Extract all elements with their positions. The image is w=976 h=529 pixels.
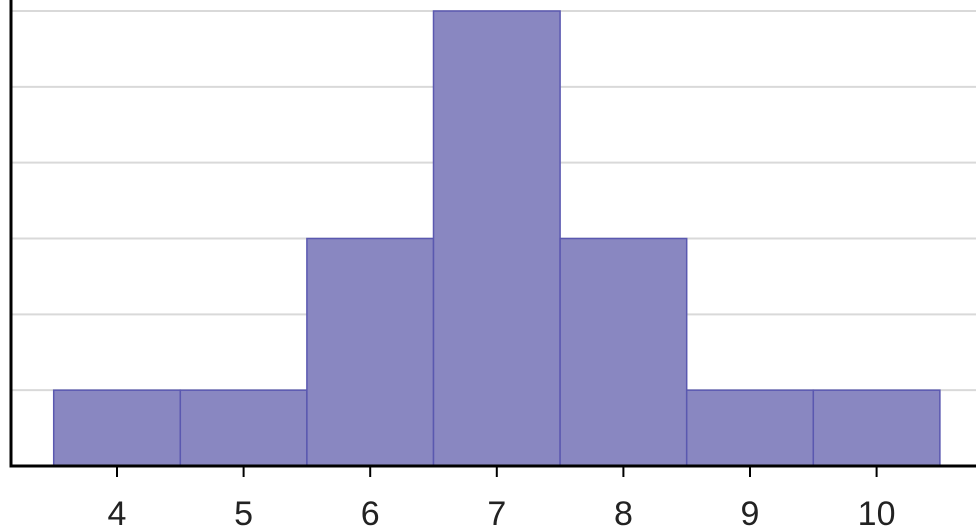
x-axis-ticks [116,466,878,477]
bar-10 [812,389,941,467]
bar-5 [179,389,308,467]
axes [9,0,976,468]
bar-9 [685,389,815,467]
bar-4 [52,389,182,467]
x-axis-tick-labels: 4 5 6 7 8 9 10 [108,495,896,529]
histogram-bars [52,10,941,467]
x-tick-label-8: 8 [614,495,633,529]
x-tick-label-4: 4 [108,495,127,529]
bar-7 [432,10,561,467]
x-tick-label-7: 7 [487,495,506,529]
x-tick-label-9: 9 [741,495,760,529]
x-tick-label-6: 6 [361,495,380,529]
x-tick-label-5: 5 [234,495,253,529]
x-tick-label-10: 10 [858,495,896,529]
bar-8 [559,237,688,467]
bar-6 [306,237,435,467]
